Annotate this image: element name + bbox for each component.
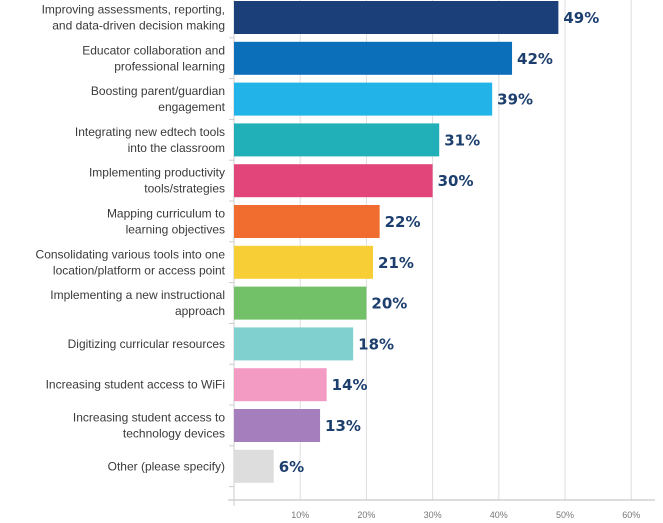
- bar: [234, 123, 440, 157]
- bar: [234, 41, 513, 75]
- category-label: Improving assessments, reporting,: [42, 3, 225, 17]
- data-label: 30%: [438, 172, 474, 190]
- category-label: learning objectives: [126, 223, 225, 237]
- data-label: 18%: [358, 335, 394, 353]
- category-label: engagement: [158, 100, 225, 114]
- category-label: Mapping curriculum to: [107, 207, 225, 221]
- bar: [234, 409, 321, 442]
- category-label: location/platform or access point: [53, 263, 226, 277]
- x-tick-label: 30%: [424, 510, 442, 520]
- x-tick-label: 20%: [357, 510, 375, 520]
- data-label: 22%: [385, 213, 421, 231]
- category-label: and data-driven decision making: [52, 19, 225, 33]
- category-label: into the classroom: [128, 141, 225, 155]
- category-label: Implementing a new instructional: [50, 288, 225, 302]
- bar: [234, 449, 274, 483]
- data-label: 20%: [371, 295, 407, 313]
- bar: [234, 245, 374, 279]
- data-label: 39%: [497, 91, 533, 109]
- category-label: approach: [175, 304, 225, 318]
- category-label: technology devices: [123, 427, 225, 441]
- category-label: Increasing student access to WiFi: [46, 378, 225, 392]
- category-label: Consolidating various tools into one: [36, 247, 226, 261]
- category-label: tools/strategies: [144, 182, 225, 196]
- x-tick-label: 60%: [622, 510, 640, 520]
- data-label: 21%: [378, 254, 414, 272]
- data-label: 14%: [332, 376, 368, 394]
- category-label: Educator collaboration and: [82, 43, 225, 57]
- category-label: Digitizing curricular resources: [68, 337, 225, 351]
- x-tick-label: 50%: [556, 510, 574, 520]
- category-label: Implementing productivity: [89, 166, 225, 180]
- category-label: professional learning: [114, 59, 225, 73]
- x-tick-label: 10%: [291, 510, 309, 520]
- bar: [234, 327, 354, 361]
- category-label: Other (please specify): [108, 459, 225, 473]
- data-label: 49%: [563, 9, 599, 27]
- category-label: Boosting parent/guardian: [91, 84, 225, 98]
- bar: [234, 1, 559, 34]
- bar: [234, 368, 327, 402]
- bar: [234, 286, 367, 320]
- bar: [234, 82, 493, 116]
- data-label: 6%: [279, 458, 304, 476]
- x-tick-label: 40%: [490, 510, 508, 520]
- category-label: Integrating new edtech tools: [75, 125, 225, 139]
- category-label: Increasing student access to: [73, 411, 225, 425]
- data-label: 31%: [444, 131, 480, 149]
- bar: [234, 164, 433, 198]
- data-label: 42%: [517, 50, 553, 68]
- bar: [234, 205, 380, 238]
- data-label: 13%: [325, 417, 361, 435]
